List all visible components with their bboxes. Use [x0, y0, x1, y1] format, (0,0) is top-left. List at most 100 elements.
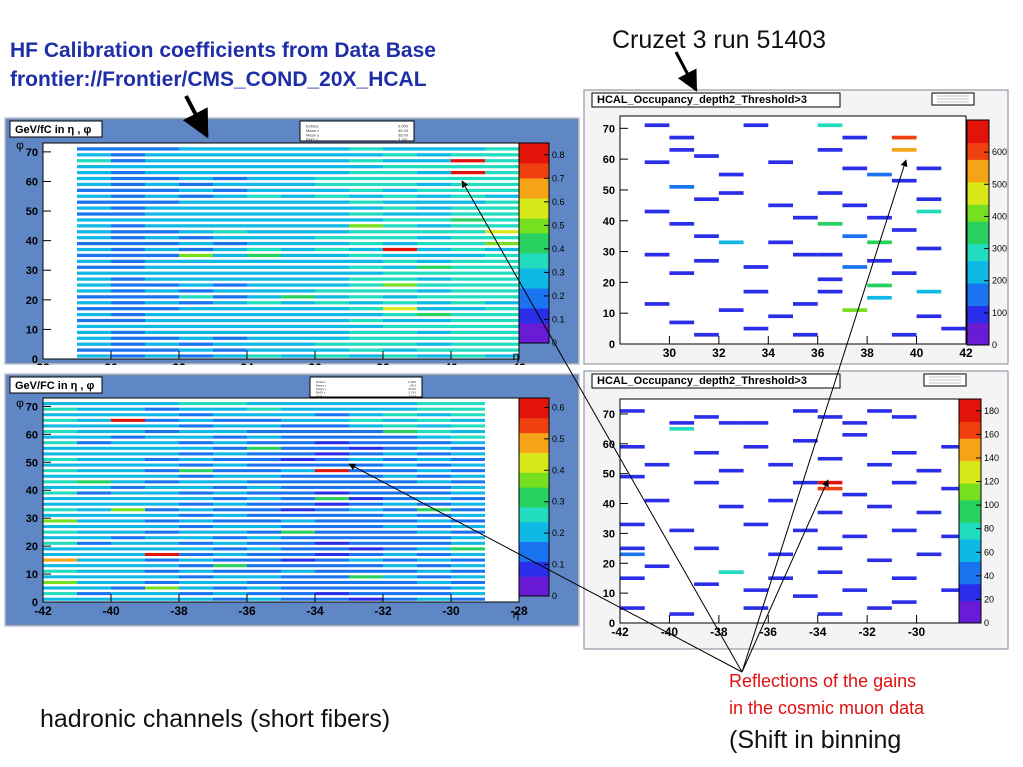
palette-segment: [519, 536, 549, 543]
heatmap-bin: [867, 409, 892, 413]
slide-title: HF Calibration coefficients from Data Ba…: [10, 36, 436, 94]
x-tick-label: 42: [959, 346, 973, 360]
heatmap-cell: [383, 429, 417, 434]
heatmap-cell: [451, 194, 485, 198]
palette-segment: [959, 595, 981, 602]
heatmap-bin: [867, 504, 892, 509]
heatmap-cell: [179, 348, 213, 352]
palette-segment: [967, 266, 989, 273]
heatmap-cell: [213, 324, 247, 329]
heatmap-cell: [213, 469, 247, 473]
heatmap-bin: [768, 314, 793, 319]
heatmap-cell: [247, 580, 281, 584]
heatmap-bin: [669, 135, 695, 140]
heatmap-cell: [349, 312, 383, 317]
heatmap-cell: [247, 418, 281, 422]
heatmap-cell: [315, 153, 349, 157]
palette-segment: [519, 462, 549, 468]
palette-segment: [967, 283, 989, 290]
palette-segment: [519, 278, 549, 284]
heatmap-bin: [842, 203, 868, 208]
x-tick-label: -36: [238, 604, 256, 618]
palette-segment: [967, 328, 989, 335]
stats-key: Mean x: [306, 128, 319, 133]
heatmap-cell: [43, 508, 77, 512]
heatmap-bin: [768, 160, 793, 165]
heatmap-cell: [43, 463, 77, 467]
heatmap-cell: [315, 525, 349, 529]
heatmap-cell: [77, 295, 111, 299]
palette-segment: [519, 313, 549, 319]
heatmap-cell: [213, 547, 247, 551]
heatmap-cell: [417, 230, 451, 234]
heatmap-cell: [417, 519, 451, 523]
heatmap-cell: [417, 247, 451, 252]
heatmap-cell: [77, 558, 111, 562]
palette-tick-label: 0.6: [552, 197, 565, 207]
heatmap-cell: [111, 194, 145, 198]
palette-segment: [967, 165, 989, 172]
palette-segment: [967, 333, 989, 340]
heatmap-bin: [694, 415, 719, 419]
heatmap-cell: [247, 541, 281, 545]
heatmap-cell: [179, 463, 213, 467]
heatmap-cell: [77, 502, 111, 506]
heatmap-cell: [349, 241, 383, 246]
heatmap-cell: [315, 530, 349, 534]
heatmap-cell: [315, 271, 349, 275]
heatmap-cell: [383, 508, 417, 512]
heatmap-cell: [77, 457, 111, 462]
heatmap-cell: [213, 418, 247, 422]
heatmap-cell: [77, 170, 111, 175]
palette-segment: [967, 198, 989, 205]
heatmap-cell: [111, 307, 145, 311]
heatmap-cell: [315, 342, 349, 346]
heatmap-cell: [349, 318, 383, 323]
palette-segment: [519, 516, 549, 523]
heatmap-cell: [383, 312, 417, 317]
heatmap-cell: [349, 259, 383, 263]
palette-segment: [959, 611, 981, 618]
heatmap-cell: [315, 407, 349, 411]
heatmap-cell: [77, 301, 111, 305]
y-tick-label: 30: [603, 528, 615, 540]
stats-value: 3.741: [398, 137, 409, 142]
heatmap-cell: [213, 452, 247, 456]
heatmap-cell: [281, 236, 315, 240]
heatmap-cell: [213, 552, 247, 557]
heatmap-cell: [213, 536, 247, 540]
heatmap-cell: [451, 200, 485, 204]
palette-tick-label: 0.4: [552, 244, 565, 254]
heatmap-cell: [111, 580, 145, 584]
heatmap-bin: [817, 456, 843, 461]
x-tick-label: 30: [663, 346, 677, 360]
y-tick-label: 40: [26, 236, 38, 248]
heatmap-cell: [213, 348, 247, 352]
heatmap-cell: [145, 402, 179, 406]
heatmap-cell: [77, 491, 111, 495]
heatmap-cell: [417, 502, 451, 506]
heatmap-bin: [842, 534, 868, 539]
heatmap-bin: [817, 480, 843, 485]
heatmap-cell: [111, 530, 145, 534]
heatmap-cell: [315, 218, 349, 222]
palette-segment: [967, 187, 989, 194]
heatmap-cell: [179, 224, 213, 228]
heatmap-cell: [213, 502, 247, 506]
heatmap-cell: [349, 218, 383, 222]
palette-segment: [519, 333, 549, 339]
heatmap-cell: [145, 480, 179, 484]
heatmap-cell: [451, 165, 485, 169]
heatmap-cell: [383, 165, 417, 169]
heatmap-cell: [213, 597, 247, 601]
heatmap-cell: [315, 330, 349, 334]
heatmap-cell: [247, 253, 281, 258]
heatmap-bin: [941, 534, 966, 539]
palette-segment: [519, 556, 549, 562]
heatmap-cell: [451, 324, 485, 329]
heatmap-cell: [383, 241, 417, 246]
heatmap-cell: [417, 224, 451, 228]
heatmap-cell: [315, 247, 349, 252]
heatmap-cell: [451, 241, 485, 246]
heatmap-cell: [111, 236, 145, 240]
